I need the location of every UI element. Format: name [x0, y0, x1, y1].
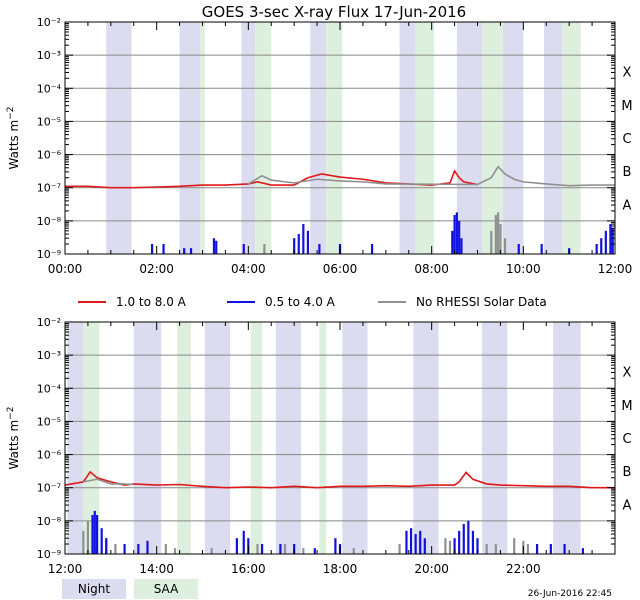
y-tick-label: 10⁻⁴: [37, 82, 62, 95]
shade-legend-box: [134, 579, 198, 599]
night-band: [179, 22, 201, 254]
saa-band: [250, 322, 263, 554]
night-band: [310, 22, 327, 254]
night-band: [482, 322, 508, 554]
y-tick-label: 10⁻⁶: [37, 449, 62, 462]
y-tick-label: 10⁻²: [37, 16, 61, 29]
night-band: [543, 22, 563, 254]
saa-band: [326, 22, 343, 254]
shade-legend-label: SAA: [154, 582, 179, 596]
y-tick-label: 10⁻²: [37, 316, 61, 329]
night-band: [275, 322, 302, 554]
x-tick-label: 08:00: [414, 262, 449, 276]
night-band: [399, 22, 416, 254]
y-tick-label: 10⁻⁵: [37, 115, 61, 128]
y-tick-label: 10⁻⁴: [37, 382, 62, 395]
night-band: [67, 322, 84, 554]
x-tick-label: 12:00: [598, 262, 633, 276]
shade-legend: Night SAA: [62, 579, 198, 599]
y-tick-label: 10⁻⁸: [37, 215, 62, 228]
saa-band: [415, 22, 434, 254]
y-tick-label: 10⁻⁹: [37, 248, 61, 261]
saa-band: [177, 322, 192, 554]
y-tick-label: 10⁻³: [37, 349, 61, 362]
flare-class-label: B: [623, 165, 632, 180]
night-band: [106, 22, 132, 254]
night-band: [342, 322, 368, 554]
x-tick-label: 04:00: [231, 262, 266, 276]
saa-band: [482, 22, 503, 254]
y-tick-label: 10⁻⁶: [37, 149, 62, 162]
saa-band: [83, 322, 100, 554]
x-tick-label: 22:00: [506, 562, 541, 576]
y-tick-label: 10⁻⁹: [37, 548, 61, 561]
x-tick-label: 16:00: [231, 562, 266, 576]
legend-label: 0.5 to 4.0 A: [265, 295, 336, 309]
x-tick-label: 10:00: [506, 262, 541, 276]
legend-label: 1.0 to 8.0 A: [116, 295, 187, 309]
night-band: [553, 322, 581, 554]
flare-class-label: X: [623, 66, 632, 81]
legend: 1.0 to 8.0 A 0.5 to 4.0 A No RHESSI Solar …: [78, 295, 547, 309]
y-tick-label: 10⁻⁷: [37, 182, 61, 195]
x-tick-label: 06:00: [323, 262, 358, 276]
y-tick-label: 10⁻⁵: [37, 415, 61, 428]
flare-class-label: A: [623, 498, 632, 513]
night-band: [456, 22, 483, 254]
flare-class-label: M: [621, 99, 632, 114]
panel-bottom: 10⁻⁹ 10⁻⁸ 10⁻⁷ 10⁻⁶ 10⁻⁵ 10⁻⁴ 10⁻³ 10⁻² 12:00 14:…: [6, 316, 633, 576]
night-band: [413, 322, 439, 554]
series-line: [247, 165, 615, 187]
y-tick-label: 10⁻³: [37, 49, 61, 62]
saa-band: [562, 22, 581, 254]
x-tick-label: 18:00: [323, 562, 358, 576]
night-band: [133, 322, 162, 554]
x-tick-label: 20:00: [414, 562, 449, 576]
flare-class-label: C: [622, 432, 631, 447]
x-tick-label: 12:00: [48, 562, 83, 576]
series-line: [83, 478, 134, 486]
night-band: [204, 322, 230, 554]
night-band: [241, 22, 256, 254]
shade-legend-box: [62, 579, 126, 599]
night-band: [502, 22, 524, 254]
flare-class-label: M: [621, 399, 632, 414]
y-axis-label: Watts m−2: [6, 407, 21, 470]
y-axis-label: Watts m−2: [6, 107, 21, 170]
series-line: [64, 470, 615, 489]
footer-date: 26-Jun-2016 22:45: [528, 589, 612, 599]
saa-band: [319, 322, 327, 554]
x-tick-label: 02:00: [139, 262, 174, 276]
legend-label: No RHESSI Solar Data: [416, 295, 547, 309]
flare-class-label: B: [623, 465, 632, 480]
x-tick-label: 14:00: [139, 562, 174, 576]
x-tick-label: 00:00: [48, 262, 83, 276]
flare-class-label: C: [622, 132, 631, 147]
shade-legend-label: Night: [78, 582, 111, 596]
chart-title: GOES 3-sec X-ray Flux 17-Jun-2016: [202, 3, 466, 21]
saa-band: [255, 22, 272, 254]
panel-top: 10⁻⁹ 10⁻⁸ 10⁻⁷ 10⁻⁶ 10⁻⁵ 10⁻⁴ 10⁻³ 10⁻² 00:00 02:…: [6, 16, 633, 276]
saa-band: [200, 22, 205, 254]
y-tick-label: 10⁻⁸: [37, 515, 62, 528]
flare-class-label: A: [623, 198, 632, 213]
y-tick-label: 10⁻⁷: [37, 482, 61, 495]
flare-class-label: X: [623, 366, 632, 381]
